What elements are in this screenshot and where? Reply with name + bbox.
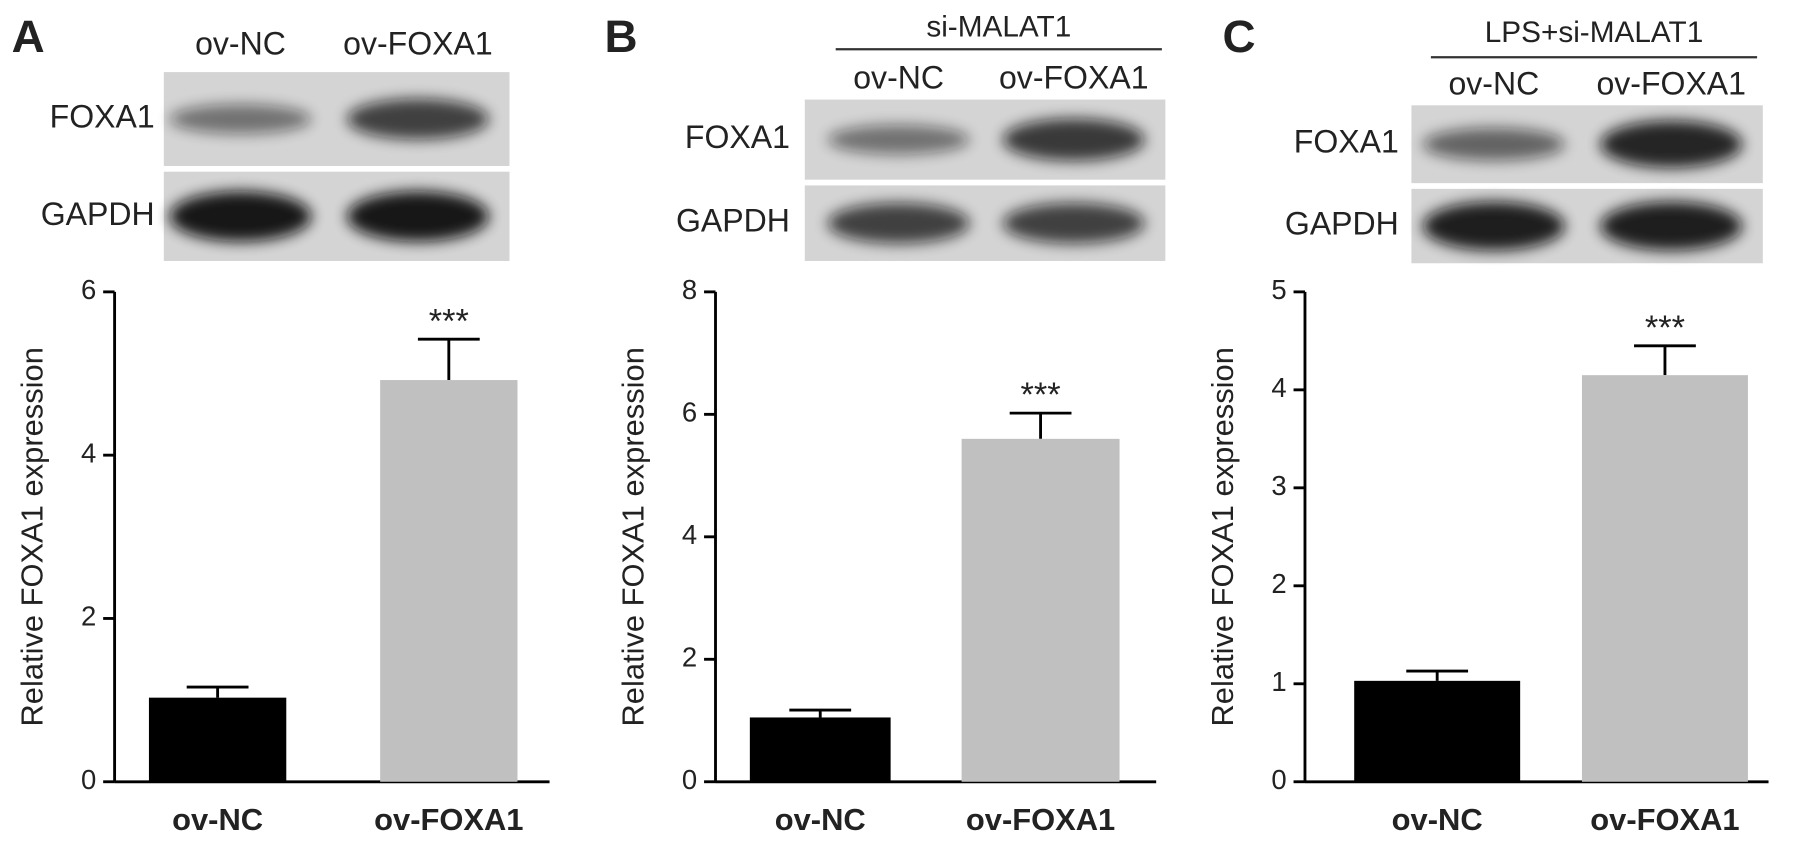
y-tick-label: 6 (81, 274, 96, 305)
bar (749, 717, 891, 782)
panel-label: B (604, 11, 637, 62)
blot-band (346, 191, 489, 242)
bar (1581, 375, 1748, 782)
y-tick-label: 0 (81, 764, 96, 795)
y-tick-label: 4 (1271, 372, 1286, 403)
y-tick-label: 8 (682, 274, 697, 305)
blot-band (1600, 120, 1743, 168)
x-tick-label: ov-NC (775, 802, 866, 837)
y-axis-label: Relative FOXA1 expression (15, 347, 50, 726)
bar (1354, 680, 1521, 782)
y-tick-label: 1 (1271, 666, 1286, 697)
y-tick-label: 2 (81, 601, 96, 632)
y-tick-label: 4 (682, 519, 697, 550)
blot-band (1422, 127, 1565, 161)
y-axis-label: Relative FOXA1 expression (1205, 347, 1240, 726)
blot-row-label: GAPDH (41, 196, 155, 232)
lane-label: ov-FOXA1 (343, 25, 493, 61)
lane-label: ov-NC (195, 25, 286, 61)
blot-row-label: FOXA1 (685, 119, 790, 155)
x-tick-label: ov-NC (172, 802, 263, 837)
significance: *** (429, 302, 469, 340)
bar (148, 697, 287, 782)
y-tick-label: 0 (1271, 764, 1286, 795)
y-axis-label: Relative FOXA1 expression (616, 347, 651, 726)
significance: *** (1645, 309, 1685, 347)
y-tick-label: 3 (1271, 470, 1286, 501)
blot-band (1422, 201, 1565, 251)
bar (380, 380, 518, 782)
y-tick-label: 5 (1271, 274, 1286, 305)
y-tick-label: 6 (682, 397, 697, 428)
blot-row-label: GAPDH (1285, 206, 1399, 242)
blot-row-label: FOXA1 (50, 99, 155, 135)
blot-band (1002, 118, 1145, 161)
blot-band (827, 202, 970, 244)
blot-band (1002, 202, 1145, 244)
blot-row-label: GAPDH (676, 203, 790, 239)
lane-label: ov-NC (853, 60, 944, 96)
blot-header: si-MALAT1 (926, 10, 1071, 43)
y-tick-label: 2 (682, 642, 697, 673)
lane-label: ov-NC (1448, 65, 1539, 101)
blot-band (169, 104, 312, 134)
y-tick-label: 0 (682, 764, 697, 795)
blot-row-label: FOXA1 (1294, 124, 1399, 160)
x-tick-label: ov-FOXA1 (374, 802, 523, 837)
x-tick-label: ov-FOXA1 (1590, 802, 1739, 837)
lane-label: ov-FOXA1 (1596, 65, 1746, 101)
blot-band (1600, 201, 1743, 251)
y-tick-label: 4 (81, 437, 96, 468)
blot-band (169, 191, 312, 242)
x-tick-label: ov-NC (1392, 802, 1483, 837)
blot-band (346, 98, 489, 140)
blot-header: LPS+si-MALAT1 (1485, 16, 1704, 49)
panel-label: C (1223, 11, 1256, 62)
bar (961, 438, 1120, 782)
x-tick-label: ov-FOXA1 (966, 802, 1115, 837)
significance: *** (1021, 376, 1061, 414)
blot-band (827, 124, 970, 155)
y-tick-label: 2 (1271, 568, 1286, 599)
lane-label: ov-FOXA1 (999, 60, 1149, 96)
panel-label: A (12, 11, 45, 62)
